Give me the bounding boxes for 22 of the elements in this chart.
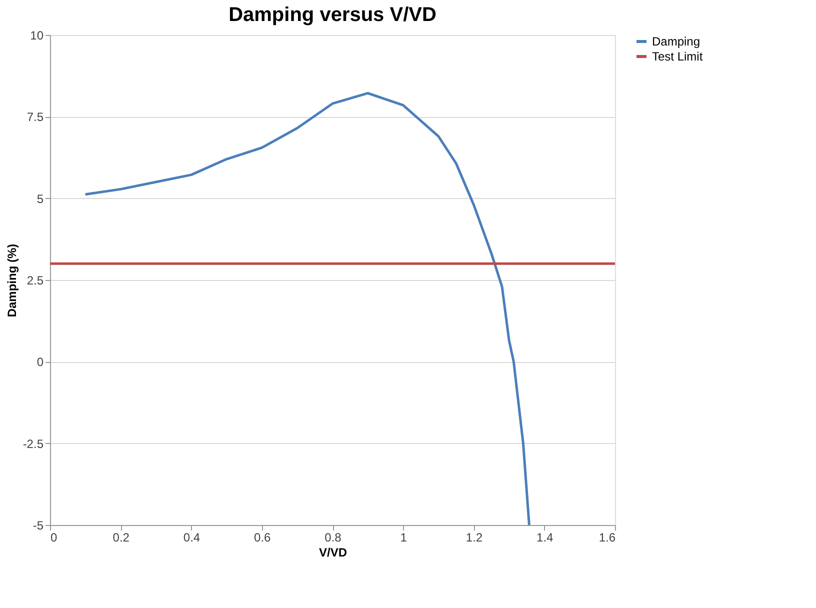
x-tick-label: 0.2 [112,530,130,544]
y-tick-label: 10 [30,28,44,42]
x-tick-label: 1.6 [598,530,616,544]
x-axis-title: V/VD [318,546,348,560]
y-tick-label: 0 [36,355,44,370]
x-tick-label: 0 [50,530,58,544]
y-tick-label: 7.5 [26,110,44,124]
x-tick-label: 0.8 [324,530,342,544]
y-tick-label: 5 [36,192,44,206]
legend-label: Test Limit [652,50,704,64]
x-tick-label: 1.4 [536,530,554,544]
line-series [84,92,530,526]
y-tick-label: -2.5 [22,436,44,451]
chart-title: Damping versus V/VD [228,4,436,26]
y-axis-title: Damping (%) [4,244,19,318]
legend-label: Damping [652,34,700,48]
x-tick-label: 1 [400,530,408,544]
x-tick-label: 1.2 [466,530,483,544]
x-tick-label: 0.4 [183,530,200,544]
x-tick-label: 0.6 [254,530,272,544]
y-tick-label: -5 [32,518,44,532]
y-tick-label: 2.5 [26,274,44,288]
